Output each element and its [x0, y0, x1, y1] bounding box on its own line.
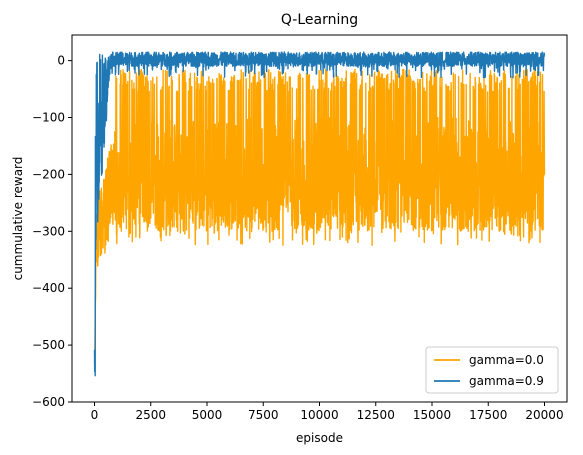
- legend-entry: gamma=0.9: [469, 374, 544, 388]
- x-tick-label: 17500: [469, 408, 507, 422]
- legend-entry: gamma=0.0: [469, 353, 544, 367]
- x-tick-label: 15000: [413, 408, 451, 422]
- y-tick-label: −200: [32, 167, 65, 181]
- x-tick-label: 7500: [248, 408, 279, 422]
- y-tick-label: −300: [32, 224, 65, 238]
- x-axis: 0 2500 5000 7500 10000 12500 15000 17500 20000: [91, 402, 564, 422]
- x-tick-label: 5000: [192, 408, 223, 422]
- series-layer: [93, 51, 546, 377]
- chart-title: Q-Learning: [281, 12, 358, 28]
- y-tick-label: −400: [32, 281, 65, 295]
- series-line-gamma=0.0: [93, 68, 546, 364]
- x-tick-label: 0: [91, 408, 99, 422]
- series-line-gamma=0.9: [93, 51, 546, 377]
- x-axis-label: episode: [296, 431, 343, 445]
- y-tick-label: −600: [32, 395, 65, 409]
- x-tick-label: 12500: [357, 408, 395, 422]
- y-tick-label: −500: [32, 338, 65, 352]
- y-tick-label: −100: [32, 111, 65, 125]
- x-tick-label: 20000: [525, 408, 563, 422]
- legend: gamma=0.0 gamma=0.9: [425, 346, 559, 394]
- x-tick-label: 10000: [300, 408, 338, 422]
- y-axis-label: cummulative reward: [11, 157, 25, 281]
- x-tick-label: 2500: [135, 408, 166, 422]
- y-tick-label: 0: [57, 54, 65, 68]
- y-axis: 0 −100 −200 −300 −400 −500 −600: [32, 54, 72, 409]
